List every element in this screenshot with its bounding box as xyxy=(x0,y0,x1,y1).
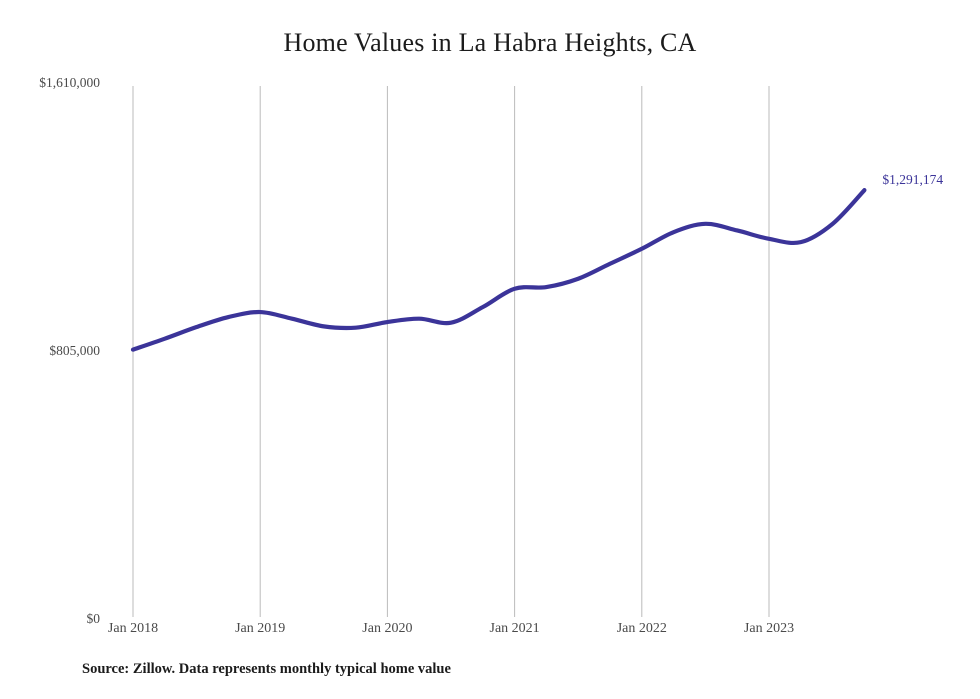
x-axis-tick-label-jan-2019: Jan 2019 xyxy=(235,621,286,636)
gridlines xyxy=(132,86,770,617)
x-axis-tick-label-jan-2023: Jan 2023 xyxy=(743,621,795,636)
data-series-line xyxy=(130,188,867,352)
y-axis-tick-label-top: $1,610,000 xyxy=(39,75,100,90)
y-axis-tick-label-mid: $805,000 xyxy=(49,343,100,358)
source-note: Source: Zillow. Data represents monthly … xyxy=(82,661,451,677)
chart-title: Home Values in La Habra Heights, CA xyxy=(283,28,697,57)
x-axis-tick-label-jan-2018: Jan 2018 xyxy=(107,621,159,636)
x-axis-tick-label-jan-2022: Jan 2022 xyxy=(616,621,667,636)
x-axis-tick-label-jan-2020: Jan 2020 xyxy=(362,621,413,636)
series-end-value-label: $1,291,174 xyxy=(882,172,944,188)
y-axis-tick-label-zero: $0 xyxy=(86,611,101,626)
x-axis-tick-label-jan-2021: Jan 2021 xyxy=(489,621,540,636)
